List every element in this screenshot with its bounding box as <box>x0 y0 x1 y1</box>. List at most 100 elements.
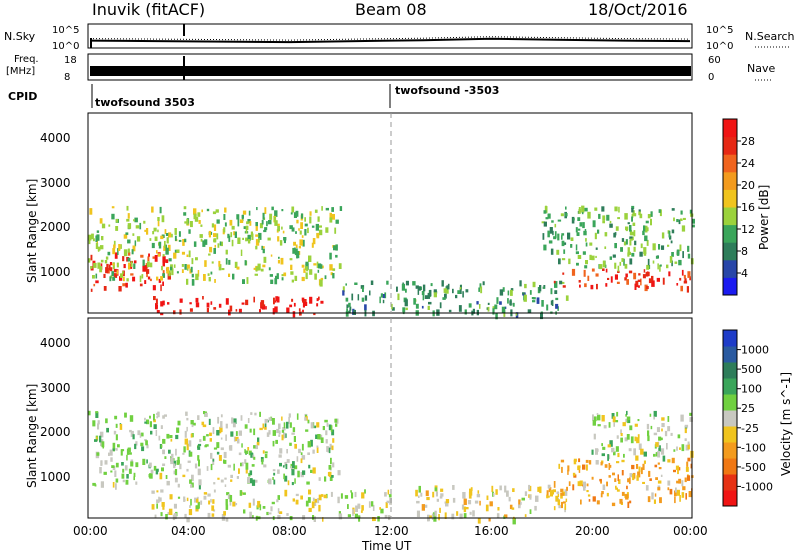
heatmap-cell <box>522 292 525 295</box>
heatmap-cell <box>654 464 658 468</box>
heatmap-cell <box>541 300 544 307</box>
heatmap-cell <box>647 435 650 442</box>
heatmap-cell <box>337 470 341 476</box>
heatmap-cell <box>562 272 565 275</box>
cpid-program-1: twofsound 3503 <box>95 96 195 109</box>
heatmap-cell <box>579 480 583 487</box>
heatmap-cell <box>254 273 258 276</box>
heatmap-cell <box>300 222 303 229</box>
heatmap-cell <box>189 505 191 508</box>
heatmap-cell <box>155 298 158 304</box>
power-panel: Slant Range [km] 1000 2000 3000 4000 481… <box>25 112 771 320</box>
heatmap-cell <box>128 468 132 474</box>
heatmap-cell <box>305 429 309 432</box>
heatmap-cell <box>288 417 290 424</box>
heatmap-cell <box>613 422 615 427</box>
heatmap-cell <box>105 256 109 260</box>
heatmap-cell <box>204 239 208 245</box>
heatmap-cell <box>173 503 177 509</box>
heatmap-cell <box>120 244 122 249</box>
heatmap-cell <box>546 304 549 311</box>
colorbar-tick-label: -100 <box>741 441 766 454</box>
heatmap-cell <box>479 283 482 289</box>
heatmap-cell <box>305 302 308 306</box>
heatmap-cell <box>256 207 258 211</box>
heatmap-cell <box>200 500 203 505</box>
heatmap-cell <box>204 260 207 267</box>
heatmap-cell <box>624 277 627 281</box>
heatmap-cell <box>157 253 161 257</box>
heatmap-cell <box>100 481 104 488</box>
heatmap-cell <box>631 252 635 257</box>
heatmap-cell <box>299 230 302 235</box>
heatmap-cell <box>577 481 581 487</box>
heatmap-cell <box>125 232 129 235</box>
heatmap-cell <box>271 206 274 211</box>
heatmap-cell <box>404 299 408 307</box>
heatmap-cell <box>342 290 345 296</box>
heatmap-cell <box>629 258 633 265</box>
colorbar-segment <box>723 224 737 243</box>
heatmap-cell <box>445 501 449 507</box>
heatmap-cell <box>203 495 207 500</box>
heatmap-cell <box>591 255 595 261</box>
heatmap-cell <box>549 227 553 234</box>
heatmap-cell <box>594 232 597 240</box>
heatmap-cell <box>608 475 611 478</box>
heatmap-cell <box>353 309 356 315</box>
heatmap-cell <box>195 505 200 510</box>
heatmap-cell <box>605 268 608 273</box>
heatmap-cell <box>682 486 686 491</box>
heatmap-cell <box>627 478 631 483</box>
heatmap-cell <box>666 264 669 269</box>
heatmap-cell <box>603 425 607 429</box>
heatmap-cell <box>620 433 623 437</box>
heatmap-cell <box>653 410 657 417</box>
heatmap-cell <box>286 421 289 429</box>
heatmap-cell <box>614 478 617 482</box>
heatmap-cell <box>124 465 128 471</box>
heatmap-cell <box>518 499 521 507</box>
heatmap-cell <box>546 490 549 496</box>
heatmap-cell <box>384 514 388 518</box>
heatmap-cell <box>112 442 116 450</box>
heatmap-cell <box>241 302 245 305</box>
heatmap-cell <box>388 494 392 498</box>
heatmap-cell <box>133 472 136 477</box>
heatmap-cell <box>250 478 253 484</box>
heatmap-cell <box>647 258 650 266</box>
colorbar-segment <box>723 490 737 507</box>
heatmap-cell <box>242 492 246 495</box>
heatmap-cell <box>634 240 637 246</box>
heatmap-cell <box>300 495 303 500</box>
heatmap-cell <box>314 498 318 503</box>
heatmap-cell <box>153 413 155 421</box>
velocity-ytick: 2000 <box>40 425 71 439</box>
heatmap-cell <box>587 494 591 497</box>
heatmap-cell <box>325 439 328 444</box>
heatmap-cell <box>600 461 603 466</box>
heatmap-cell <box>145 440 148 446</box>
heatmap-cell <box>528 484 531 490</box>
heatmap-cell <box>202 296 204 300</box>
heatmap-cell <box>277 495 280 500</box>
heatmap-cell <box>194 463 198 469</box>
heatmap-cell <box>129 415 134 422</box>
heatmap-cell <box>361 297 365 302</box>
heatmap-cell <box>92 482 96 486</box>
heatmap-cell <box>274 220 278 226</box>
heatmap-cell <box>551 489 554 495</box>
heatmap-cell <box>115 462 119 468</box>
heatmap-cell <box>293 436 296 442</box>
heatmap-cell <box>111 465 115 468</box>
colorbar-segment <box>723 474 737 491</box>
heatmap-cell <box>645 272 649 277</box>
heatmap-cell <box>601 453 605 457</box>
heatmap-cell <box>351 492 354 499</box>
heatmap-cell <box>99 435 102 443</box>
heatmap-cell <box>183 212 187 216</box>
heatmap-cell <box>625 494 629 500</box>
heatmap-cell <box>262 506 266 509</box>
heatmap-cell <box>571 216 575 224</box>
heatmap-cell <box>140 432 144 437</box>
